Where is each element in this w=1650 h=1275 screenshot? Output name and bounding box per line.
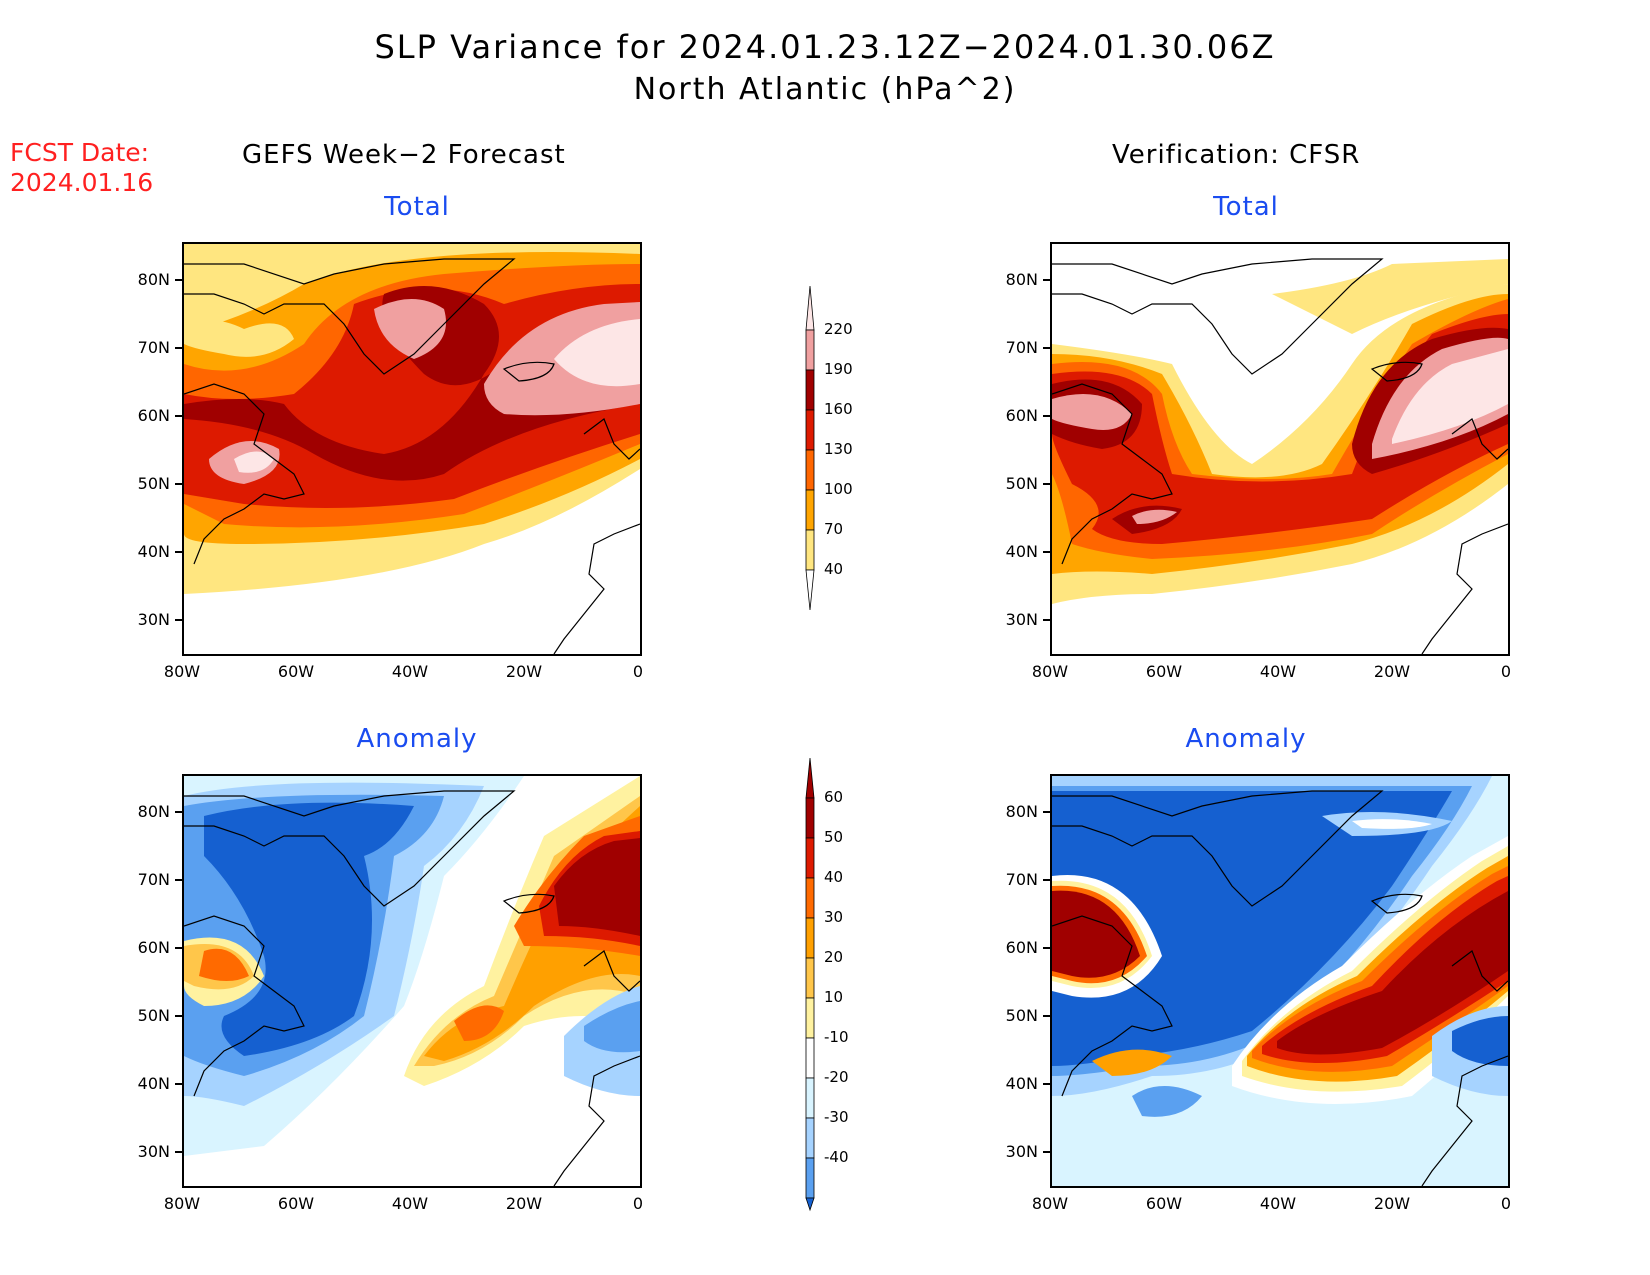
lon-label: 40W bbox=[391, 662, 429, 681]
panel-title-verification-anomaly: Anomaly bbox=[1185, 724, 1307, 754]
lon-label: 20W bbox=[1373, 1194, 1411, 1213]
lon-label: 60W bbox=[1145, 1194, 1183, 1213]
lon-label: 60W bbox=[1145, 662, 1183, 681]
map-verification-total bbox=[1050, 242, 1510, 656]
lon-label: 80W bbox=[1031, 1194, 1069, 1213]
map-forecast-total bbox=[182, 242, 642, 656]
lon-label: 0 bbox=[632, 1194, 644, 1213]
colorbar-anomaly-label: -10 bbox=[824, 1028, 849, 1046]
lat-label: 80N bbox=[998, 802, 1050, 821]
lat-label: 50N bbox=[998, 1006, 1050, 1025]
colorbar-total-label: 70 bbox=[824, 520, 844, 538]
lat-label: 40N bbox=[998, 1074, 1050, 1093]
lat-label: 50N bbox=[130, 474, 182, 493]
colorbar-anomaly-label: 20 bbox=[824, 948, 844, 966]
lon-label: 0 bbox=[1500, 1194, 1512, 1213]
lat-label: 60N bbox=[998, 938, 1050, 957]
colorbar-total-label: 100 bbox=[824, 480, 853, 498]
lat-label: 80N bbox=[998, 270, 1050, 289]
lat-label: 30N bbox=[130, 610, 182, 629]
colorbar-anomaly-label: 40 bbox=[824, 868, 844, 886]
column-title-verification: Verification: CFSR bbox=[1112, 140, 1361, 170]
colorbar-anomaly-label: 60 bbox=[824, 788, 844, 806]
colorbar-total-label: 160 bbox=[824, 400, 853, 418]
colorbar-total-label: 130 bbox=[824, 440, 853, 458]
lat-label: 50N bbox=[998, 474, 1050, 493]
lon-label: 80W bbox=[1031, 662, 1069, 681]
lon-label: 0 bbox=[632, 662, 644, 681]
subtitle: North Atlantic (hPa^2) bbox=[633, 72, 1017, 107]
forecast-date-value: 2024.01.16 bbox=[10, 168, 154, 197]
lat-label: 30N bbox=[998, 610, 1050, 629]
lat-label: 30N bbox=[130, 1142, 182, 1161]
panel-title-verification-total: Total bbox=[1213, 192, 1279, 222]
colorbar-total-label: 220 bbox=[824, 320, 853, 338]
forecast-date: FCST Date: 2024.01.16 bbox=[10, 138, 153, 198]
lon-label: 60W bbox=[277, 1194, 315, 1213]
lat-label: 70N bbox=[998, 870, 1050, 889]
colorbar-anomaly-label: 10 bbox=[824, 988, 844, 1006]
colorbar-anomaly: 60 50 40 30 20 10 -10 -20 -30 -40 bbox=[800, 756, 860, 1212]
colorbar-total-label: 40 bbox=[824, 560, 844, 578]
lon-label: 80W bbox=[163, 662, 201, 681]
lat-label: 40N bbox=[130, 542, 182, 561]
colorbar-total-label: 190 bbox=[824, 360, 853, 378]
lon-label: 40W bbox=[1259, 1194, 1297, 1213]
lon-label: 20W bbox=[1373, 662, 1411, 681]
lat-label: 70N bbox=[130, 338, 182, 357]
forecast-date-label: FCST Date: bbox=[10, 138, 150, 167]
colorbar-anomaly-label: 30 bbox=[824, 908, 844, 926]
lat-label: 60N bbox=[130, 938, 182, 957]
lon-label: 40W bbox=[1259, 662, 1297, 681]
lat-label: 70N bbox=[998, 338, 1050, 357]
map-forecast-anomaly bbox=[182, 774, 642, 1188]
lon-label: 0 bbox=[1500, 662, 1512, 681]
lon-label: 40W bbox=[391, 1194, 429, 1213]
lat-label: 50N bbox=[130, 1006, 182, 1025]
lat-label: 40N bbox=[130, 1074, 182, 1093]
lat-label: 60N bbox=[998, 406, 1050, 425]
lat-label: 40N bbox=[998, 542, 1050, 561]
lat-label: 60N bbox=[130, 406, 182, 425]
map-verification-anomaly bbox=[1050, 774, 1510, 1188]
colorbar-anomaly-label: -20 bbox=[824, 1068, 849, 1086]
colorbar-anomaly-label: 50 bbox=[824, 828, 844, 846]
lat-label: 70N bbox=[130, 870, 182, 889]
lon-label: 20W bbox=[505, 662, 543, 681]
lon-label: 20W bbox=[505, 1194, 543, 1213]
lon-label: 60W bbox=[277, 662, 315, 681]
lon-label: 80W bbox=[163, 1194, 201, 1213]
lat-label: 80N bbox=[130, 802, 182, 821]
main-title: SLP Variance for 2024.01.23.12Z−2024.01.… bbox=[374, 28, 1276, 66]
colorbar-anomaly-label: -40 bbox=[824, 1148, 849, 1166]
panel-title-forecast-total: Total bbox=[384, 192, 450, 222]
column-title-forecast: GEFS Week−2 Forecast bbox=[242, 140, 566, 170]
lat-label: 30N bbox=[998, 1142, 1050, 1161]
colorbar-anomaly-label: -30 bbox=[824, 1108, 849, 1126]
lat-label: 80N bbox=[130, 270, 182, 289]
panel-title-forecast-anomaly: Anomaly bbox=[356, 724, 478, 754]
colorbar-total: 220 190 160 130 100 70 40 bbox=[800, 284, 860, 614]
